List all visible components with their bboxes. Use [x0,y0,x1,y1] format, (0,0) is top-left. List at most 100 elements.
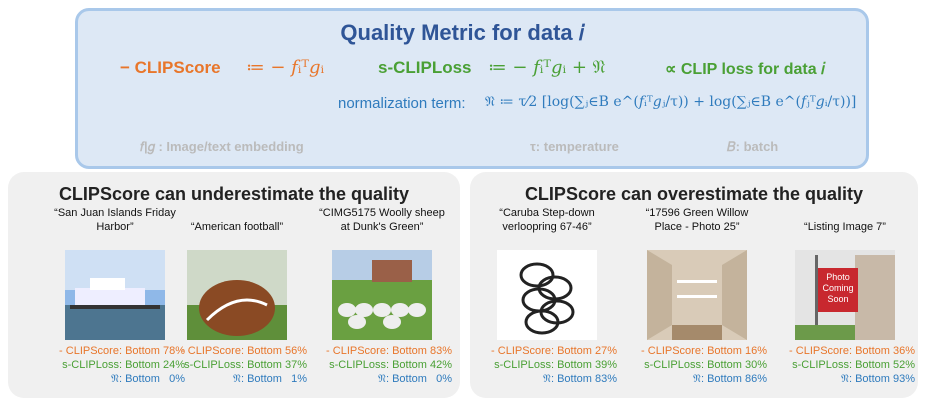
metric-row: s-CLIPLoss: Bottom 39% [467,359,617,371]
note: 𝑓|𝑔 : Image/text embedding [140,139,304,154]
caption: “American football” [190,221,284,233]
metric-value: Bottom 16% [707,345,767,357]
photo-shape [383,315,401,329]
photo [647,250,747,340]
photo-shape [372,260,412,282]
sign-text: Coming [822,283,853,293]
metric-label: - CLIPScore: [59,345,123,357]
metric-row: - CLIPScore: Bottom 36% [765,345,915,357]
photo-shape [205,298,268,322]
metric-label: s-CLIPLoss: [62,359,123,371]
metric-value: Bottom 83% [392,345,452,357]
caption: “Caruba Step-down verloopring 67-46” [499,207,595,233]
photo-shape [75,288,145,308]
clipscore-formula: ≔ − 𝑓ᵢᵀ𝑔ᵢ [246,57,325,78]
photo-shape [408,303,426,317]
panel-title: CLIPScore can underestimate the quality [58,184,410,204]
metric-row: - CLIPScore: Bottom 78% [35,345,185,357]
metric-label: - CLIPScore: [326,345,390,357]
metric-row: s-CLIPLoss: Bottom 42% [302,359,452,371]
metric-row: 𝔑: Bottom 93% [765,373,915,386]
metric-label: 𝔑: [543,373,555,385]
photo-shape [70,305,160,309]
metric-label: 𝔑: [693,373,705,385]
metric-label: s-CLIPLoss: [792,359,853,371]
photo-shape [815,255,818,340]
photo-shape [373,303,391,317]
proportional: ∝ CLIP loss for data 𝑖 [665,61,826,78]
photo [187,250,287,340]
metric-value: Bottom 86% [707,373,767,385]
metric-value: Bottom 42% [392,359,452,371]
photo-shape [677,295,717,298]
metric-row: s-CLIPLoss: Bottom 37% [157,359,307,371]
metric-value: Bottom 83% [557,373,617,385]
metric-label: - CLIPScore: [491,345,555,357]
metric-value: Bottom 24% [125,359,185,371]
caption: “Listing Image 7” [804,221,886,233]
metric-value: Bottom 27% [557,345,617,357]
photo [497,250,597,340]
metric-value: Bottom 56% [247,345,307,357]
metric-row: s-CLIPLoss: Bottom 52% [765,359,915,371]
norm-formula: 𝔑 ≔ τ⁄2 [log(∑ⱼ∈B e^(𝑓ᵢᵀ𝑔ⱼ/τ)) + log(∑ⱼ∈… [485,94,857,110]
metric-label: 𝔑: [233,373,245,385]
metric-label: - CLIPScore: [641,345,705,357]
metric-row: - CLIPScore: Bottom 27% [467,345,617,357]
photo-shape [795,325,855,340]
metric-label: - CLIPScore: [181,345,245,357]
metric-label: - CLIPScore: [789,345,853,357]
sclip-label: s-CLIPLoss [378,58,472,77]
photo-shape [524,309,560,335]
metric-value: Bottom 37% [247,359,307,371]
photo-shape [65,305,165,340]
metric-label: s-CLIPLoss: [494,359,555,371]
metric-value: Bottom 0% [392,373,452,385]
photo [332,250,432,340]
photo-shape [855,255,895,340]
metric-value: Bottom 39% [557,359,617,371]
caption: “17596 Green Willow Place - Photo 25” [645,207,749,233]
photo-shape [497,250,597,340]
metric-label: 𝔑: [111,373,123,385]
metric-value: Bottom 93% [855,373,915,385]
metric-label: 𝔑: [841,373,853,385]
metric-row: s-CLIPLoss: Bottom 24% [35,359,185,371]
metric-row: 𝔑: Bottom 86% [617,373,767,386]
metric-label: s-CLIPLoss: [329,359,390,371]
photo [65,250,165,340]
metric-row: - CLIPScore: Bottom 16% [617,345,767,357]
title: Quality Metric for data 𝑖 [340,20,585,45]
photo-shape [199,280,275,336]
clipscore-label: − CLIPScore [120,58,221,77]
caption: “CIMG5175 Woolly sheep at Dunk's Green” [319,207,445,233]
metric-value: Bottom 78% [125,345,185,357]
note: 𝐵: batch [727,139,779,154]
note: τ: temperature [530,139,619,154]
sclip-formula: ≔ − 𝑓ᵢᵀ𝑔ᵢ + 𝔑 [488,57,606,78]
metric-value: Bottom 30% [707,359,767,371]
metric-row: 𝔑: Bottom 0% [302,373,452,386]
sign-text: Photo [826,272,850,282]
metric-label: 𝔑: [378,373,390,385]
metric-label: s-CLIPLoss: [184,359,245,371]
caption: “San Juan Islands Friday Harbor” [54,207,176,233]
photo-shape [338,303,356,317]
photo-shape [647,250,672,340]
panel-title: CLIPScore can overestimate the quality [524,184,864,204]
metric-value: Bottom 1% [247,373,307,385]
header-box [75,8,869,169]
photo-shape [672,325,722,340]
metric-value: Bottom 52% [855,359,915,371]
metric-row: 𝔑: Bottom 0% [35,373,185,386]
metric-row: - CLIPScore: Bottom 83% [302,345,452,357]
metric-value: Bottom 36% [855,345,915,357]
photo-shape [677,280,717,283]
photo-shape [519,262,555,288]
norm-label: normalization term: [338,95,466,112]
metric-label: s-CLIPLoss: [644,359,705,371]
metric-value: Bottom 0% [125,373,185,385]
photo-shape [355,303,373,317]
